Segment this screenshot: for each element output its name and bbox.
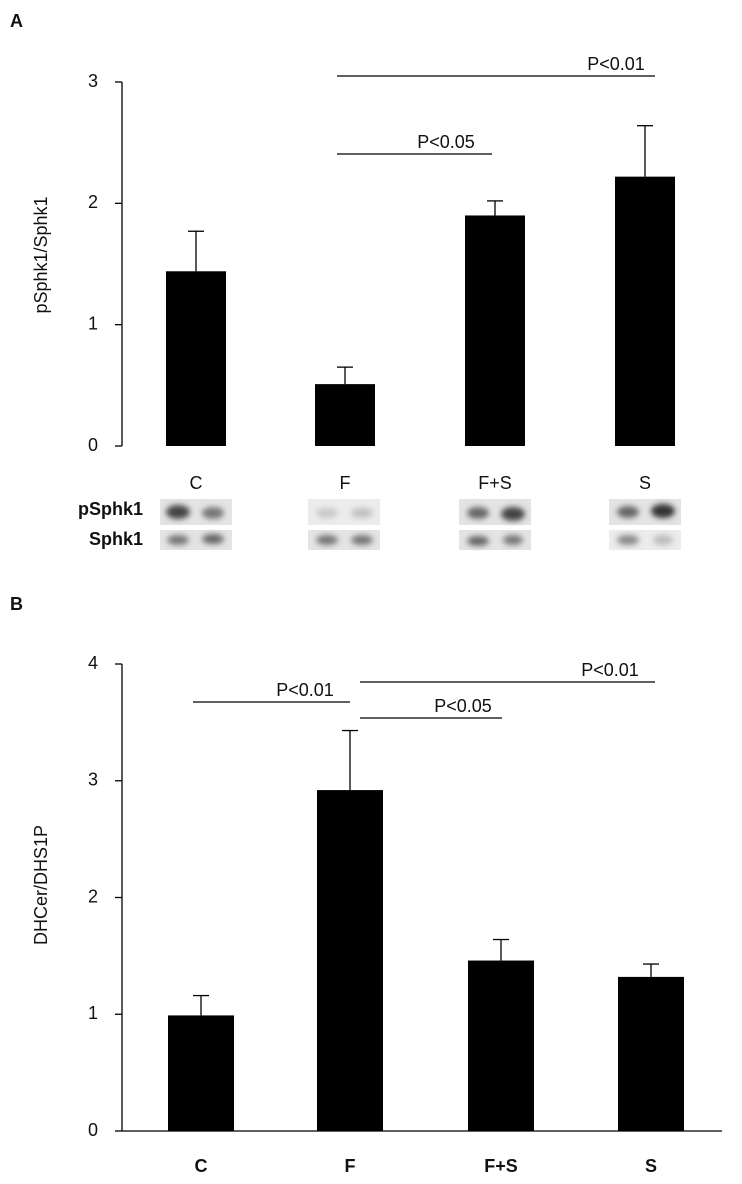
bar — [315, 384, 375, 446]
significance-label: P<0.05 — [417, 132, 475, 152]
significance-label: P<0.05 — [434, 696, 492, 716]
x-tick-label: F+S — [478, 473, 512, 493]
y-axis-title: DHCer/DHS1P — [31, 825, 51, 945]
bar — [317, 790, 383, 1131]
blot-label: Sphk1 — [89, 529, 143, 549]
western-blot — [160, 499, 681, 550]
y-tick-label: 3 — [88, 770, 98, 790]
y-tick-label: 1 — [88, 1003, 98, 1023]
y-axis-title: pSphk1/Sphk1 — [31, 196, 51, 313]
x-tick-label: S — [645, 1156, 657, 1176]
y-tick-label: 2 — [88, 886, 98, 906]
y-tick-label: 2 — [88, 192, 98, 212]
x-tick-label: C — [190, 473, 203, 493]
significance-label: P<0.01 — [587, 54, 645, 74]
y-tick-label: 3 — [88, 71, 98, 91]
panel-label: A — [10, 11, 23, 31]
panel-label: B — [10, 594, 23, 614]
x-tick-label: S — [639, 473, 651, 493]
x-tick-label: F — [345, 1156, 356, 1176]
bar — [468, 960, 534, 1131]
x-tick-label: F+S — [484, 1156, 518, 1176]
bar — [618, 976, 684, 1131]
significance-label: P<0.01 — [276, 680, 334, 700]
bar — [465, 215, 525, 446]
y-tick-label: 4 — [88, 653, 98, 673]
bar — [615, 176, 675, 446]
significance-label: P<0.01 — [581, 660, 639, 680]
y-tick-label: 0 — [88, 1120, 98, 1140]
y-tick-label: 1 — [88, 313, 98, 333]
blot-label: pSphk1 — [78, 499, 143, 519]
y-tick-label: 0 — [88, 435, 98, 455]
x-tick-label: C — [195, 1156, 208, 1176]
x-tick-label: F — [340, 473, 351, 493]
bar — [168, 1015, 234, 1131]
bar — [166, 271, 226, 446]
